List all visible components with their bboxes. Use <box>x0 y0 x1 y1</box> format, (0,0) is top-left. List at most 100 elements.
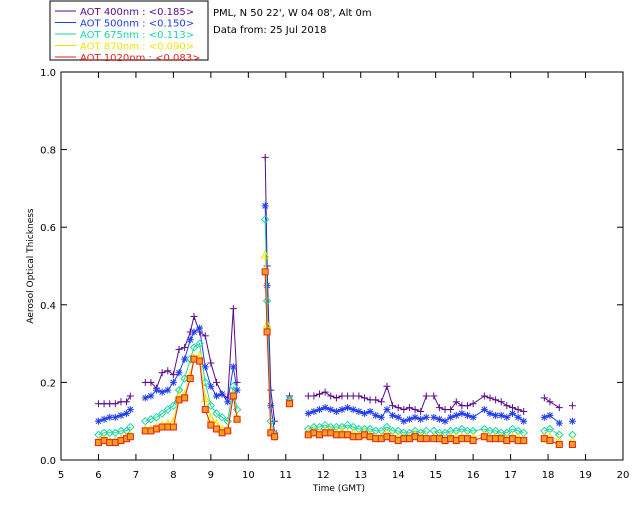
data-point <box>486 435 494 443</box>
data-point <box>158 423 166 431</box>
y-axis-title: Aerosol Optical Thickness <box>26 208 36 324</box>
data-point <box>164 423 172 431</box>
data-point <box>377 398 385 406</box>
data-point <box>316 431 324 439</box>
data-point <box>181 355 189 363</box>
x-tick-label: 16 <box>467 470 480 481</box>
data-point <box>447 413 455 421</box>
data-point <box>224 398 232 406</box>
legend-box <box>49 0 209 61</box>
data-point <box>366 408 374 415</box>
data-point <box>327 406 335 414</box>
data-point <box>207 421 215 429</box>
data-point <box>394 437 402 445</box>
legend-entry: AOT 675nm : <0.113> <box>80 30 194 41</box>
series-s1020 <box>94 268 576 448</box>
data-point <box>540 413 548 421</box>
data-point <box>485 426 495 436</box>
data-point <box>480 392 488 400</box>
data-point <box>163 405 172 414</box>
data-point <box>123 398 131 406</box>
data-point <box>435 435 443 443</box>
data-point <box>492 435 500 443</box>
data-point <box>383 406 391 414</box>
data-point <box>371 426 380 436</box>
data-point <box>568 430 577 439</box>
x-tick-label: 17 <box>504 470 517 481</box>
data-point <box>186 336 194 344</box>
data-point <box>175 369 183 377</box>
data-point <box>365 424 375 434</box>
data-point <box>469 437 477 445</box>
data-point <box>267 429 275 437</box>
data-point <box>400 417 408 425</box>
data-point <box>94 439 102 447</box>
data-point <box>147 392 155 400</box>
series-line <box>433 408 524 422</box>
data-point <box>360 394 368 402</box>
legend-entry: AOT 870nm : <0.090> <box>80 42 194 53</box>
data-point <box>422 392 430 400</box>
y-tick-label: 0.6 <box>40 223 56 234</box>
data-point <box>217 413 227 422</box>
data-point <box>377 435 385 443</box>
data-point <box>502 428 512 438</box>
x-tick-label: 5 <box>58 470 64 481</box>
data-point <box>447 406 455 414</box>
data-point <box>212 409 221 418</box>
data-point <box>514 406 522 414</box>
data-point <box>514 413 522 421</box>
data-point <box>181 394 189 402</box>
data-point <box>229 392 237 400</box>
data-point <box>218 429 226 437</box>
x-tick-label: 18 <box>542 470 555 481</box>
data-point <box>546 411 554 419</box>
data-point <box>262 296 272 306</box>
data-point <box>411 413 419 421</box>
data-point <box>452 411 460 419</box>
data-point <box>206 412 216 422</box>
data-point <box>546 398 554 406</box>
series-layer <box>94 153 577 448</box>
data-point <box>372 396 380 404</box>
data-point <box>546 437 554 445</box>
data-point <box>229 363 237 371</box>
data-point <box>417 408 425 415</box>
x-tick-label: 8 <box>170 470 176 481</box>
data-point <box>394 404 402 412</box>
series-line <box>98 426 131 436</box>
data-point <box>452 437 460 445</box>
data-point <box>389 411 397 419</box>
data-point <box>430 413 438 421</box>
data-point <box>555 430 564 439</box>
data-point <box>464 435 472 443</box>
series-line <box>145 308 238 399</box>
data-point <box>492 411 500 419</box>
data-point <box>540 435 548 443</box>
data-point <box>327 392 335 400</box>
data-point <box>261 202 269 210</box>
data-point <box>207 359 215 367</box>
data-point <box>360 431 368 439</box>
data-point <box>486 409 494 417</box>
data-point <box>332 394 340 402</box>
axis-ticks: 5 6 7 8 9 10 11 12 13 14 15 16 17 18 19 20 0.0 0.2 0.4 0.6 0… <box>40 68 629 481</box>
data-point <box>186 375 194 383</box>
data-point <box>388 426 397 436</box>
data-point <box>508 409 516 417</box>
data-point <box>94 417 102 425</box>
data-point <box>555 440 563 448</box>
data-point <box>157 409 167 418</box>
data-point <box>422 413 430 421</box>
data-point <box>201 406 209 414</box>
data-point <box>164 386 172 394</box>
data-point <box>321 404 329 412</box>
data-point <box>469 413 477 421</box>
data-point <box>446 426 455 436</box>
data-point <box>261 268 269 276</box>
data-point <box>117 411 125 419</box>
data-point <box>435 415 443 423</box>
data-point <box>260 249 270 259</box>
series-s675 <box>94 215 577 441</box>
data-point <box>349 422 358 432</box>
